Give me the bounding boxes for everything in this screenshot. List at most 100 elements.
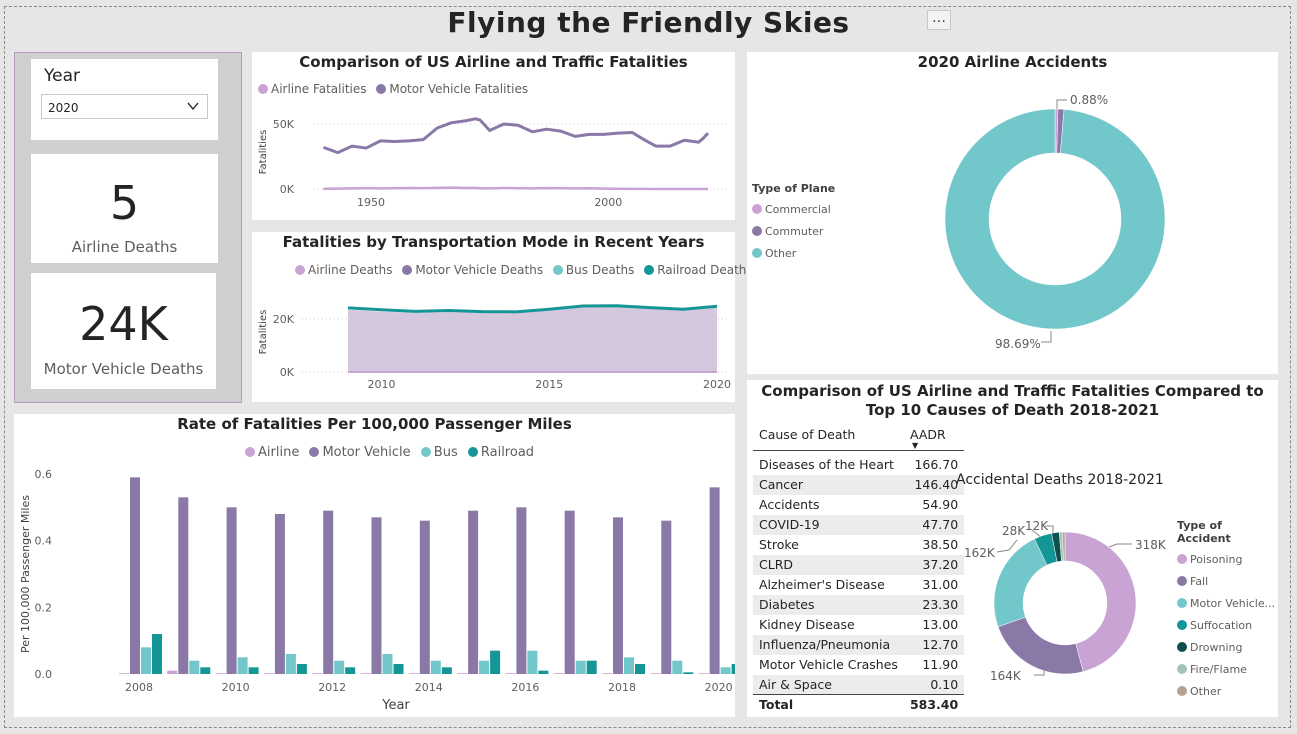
x-axis-label: Year: [381, 698, 410, 713]
bar-motor-vehicle-2008: [130, 477, 140, 674]
bar-motor-vehicle-2015: [468, 510, 479, 674]
legend-item-bus[interactable]: Bus: [420, 445, 458, 460]
legend-item-poisoning[interactable]: Poisoning: [1177, 553, 1278, 566]
year-dropdown[interactable]: 2020: [41, 94, 208, 119]
column-header-aadr[interactable]: AADR ▼: [904, 424, 964, 451]
table-row[interactable]: Stroke 38.50: [753, 535, 964, 555]
y-axis-label: Fatalities: [258, 130, 269, 175]
causes-table: Cause of Death AADR ▼ Diseases of the He…: [753, 424, 965, 715]
bar-bus-2019: [672, 660, 683, 674]
x-tick-label: 2000: [594, 196, 622, 209]
x-tick-label: 1950: [357, 196, 385, 209]
modes-chart-title: Fatalities by Transportation Mode in Rec…: [282, 233, 705, 251]
legend-item-commuter[interactable]: Commuter: [752, 225, 835, 238]
series-line-airline: [323, 186, 709, 191]
bar-motor-vehicle-2013: [371, 517, 382, 674]
legend-item-other[interactable]: Other: [752, 247, 835, 260]
table-row[interactable]: CLRD 37.20: [753, 554, 965, 575]
page-title: Flying the Friendly Skies: [447, 6, 850, 39]
y-axis-label: Fatalities: [258, 310, 269, 355]
accidents-chart-title: 2020 Airline Accidents: [917, 53, 1108, 71]
comparison-chart-title: Comparison of US Airline and Traffic Fat…: [299, 53, 688, 71]
motor-deaths-label: Motor Vehicle Deaths: [43, 360, 204, 378]
column-header-cause[interactable]: Cause of Death: [759, 427, 856, 442]
cause-cell: Kidney Disease: [759, 617, 855, 632]
motor-deaths-value: 24K: [79, 297, 168, 351]
report-canvas-border: [4, 6, 1291, 728]
donut-slice-motor-vehicle: [993, 538, 1048, 628]
bar-airline-2013: [360, 673, 371, 674]
y-tick-label: 0.4: [35, 535, 53, 548]
cause-cell: Stroke: [759, 537, 799, 552]
year-dropdown-value: 2020: [48, 101, 79, 115]
y-tick-label: 0.6: [35, 468, 53, 481]
legend-item-motor-vehicle[interactable]: Motor Vehicle...: [1177, 597, 1278, 610]
cause-cell: Diseases of the Heart: [759, 457, 894, 472]
legend-item-airline-fatalities[interactable]: Airline Fatalities: [258, 82, 367, 96]
aadr-cell: 47.70: [903, 514, 965, 535]
motor-deaths-card: 24K Motor Vehicle Deaths: [31, 273, 216, 389]
comparison-legend: Airline Fatalities Motor Vehicle Fatalit…: [258, 82, 534, 96]
table-row[interactable]: Diseases of the Heart 166.70: [753, 455, 964, 475]
legend-item-railroad-deaths[interactable]: Railroad Deaths: [644, 263, 753, 277]
legend-item-commercial[interactable]: Commercial: [752, 203, 835, 216]
bar-bus-2012: [334, 660, 345, 674]
bar-bus-2020: [720, 667, 731, 674]
x-tick-label: 2010: [368, 378, 396, 391]
plane-type-legend: Type of Plane Commercial Commuter Other: [752, 182, 835, 269]
year-slicer: Year 2020: [31, 59, 218, 140]
table-row[interactable]: Air & Space 0.10: [753, 674, 965, 695]
bar-railroad-2019: [683, 672, 694, 674]
bar-airline-2010: [215, 673, 226, 674]
table-row[interactable]: Influenza/Pneumonia 12.70: [753, 634, 965, 655]
rate-legend: Airline Motor Vehicle Bus Railroad: [245, 445, 540, 460]
bar-bus-2009: [189, 660, 200, 674]
bar-railroad-2011: [296, 664, 307, 674]
donut-slice-poisoning: [1064, 531, 1137, 672]
legend-item-bus-deaths[interactable]: Bus Deaths: [552, 263, 634, 277]
x-tick-label: 2018: [608, 681, 636, 694]
legend-item-fire-flame[interactable]: Fire/Flame: [1177, 663, 1278, 676]
bar-airline-2014: [408, 673, 419, 674]
bar-bus-2014: [430, 660, 441, 674]
legend-item-railroad[interactable]: Railroad: [467, 445, 534, 460]
bar-motor-vehicle-2018: [613, 517, 623, 674]
aadr-cell: 54.90: [922, 497, 959, 512]
bar-bus-2016: [527, 650, 538, 674]
legend-item-fall[interactable]: Fall: [1177, 575, 1278, 588]
table-row[interactable]: Accidents 54.90: [753, 495, 964, 515]
legend-item-motor-vehicle[interactable]: Motor Vehicle: [309, 445, 411, 460]
y-axis-label: Per 100,000 Passenger Miles: [19, 495, 32, 653]
bar-railroad-2018: [635, 664, 645, 674]
bar-railroad-2009: [200, 667, 211, 674]
table-row[interactable]: Alzheimer's Disease 31.00: [753, 575, 964, 595]
aadr-cell: 11.90: [922, 657, 959, 672]
aadr-cell: 166.70: [914, 457, 959, 472]
legend-item-airline[interactable]: Airline: [245, 445, 299, 460]
legend-item-other[interactable]: Other: [1177, 685, 1278, 698]
legend-item-drowning[interactable]: Drowning: [1177, 641, 1278, 654]
bar-railroad-2017: [586, 660, 597, 674]
table-row[interactable]: Cancer 146.40: [753, 474, 965, 495]
donut-label-poisoning: 318K: [1135, 538, 1167, 552]
airline-deaths-label: Airline Deaths: [71, 238, 178, 256]
causes-panel: Comparison of US Airline and Traffic Fat…: [747, 380, 1278, 717]
legend-item-motor-vehicle-fatalities[interactable]: Motor Vehicle Fatalities: [376, 82, 528, 96]
bar-airline-2011: [263, 673, 274, 674]
table-row[interactable]: COVID-19 47.70: [753, 514, 965, 535]
cause-cell: Alzheimer's Disease: [759, 577, 885, 592]
legend-item-airline-deaths[interactable]: Airline Deaths: [295, 263, 393, 277]
table-row[interactable]: Diabetes 23.30: [753, 594, 965, 615]
more-options-icon[interactable]: …: [927, 10, 951, 30]
legend-item-suffocation[interactable]: Suffocation: [1177, 619, 1278, 632]
aadr-cell: 0.10: [903, 674, 965, 695]
chevron-down-icon: [187, 100, 199, 114]
bar-airline-2009: [167, 670, 178, 674]
bar-motor-vehicle-2012: [323, 510, 334, 674]
table-row[interactable]: Motor Vehicle Crashes 11.90: [753, 655, 964, 675]
x-tick-label: 2020: [703, 378, 731, 391]
table-row[interactable]: Kidney Disease 13.00: [753, 615, 964, 635]
x-tick-label: 2020: [705, 681, 733, 694]
x-tick-label: 2008: [125, 681, 153, 694]
legend-item-motor-vehicle-deaths[interactable]: Motor Vehicle Deaths: [402, 263, 543, 277]
